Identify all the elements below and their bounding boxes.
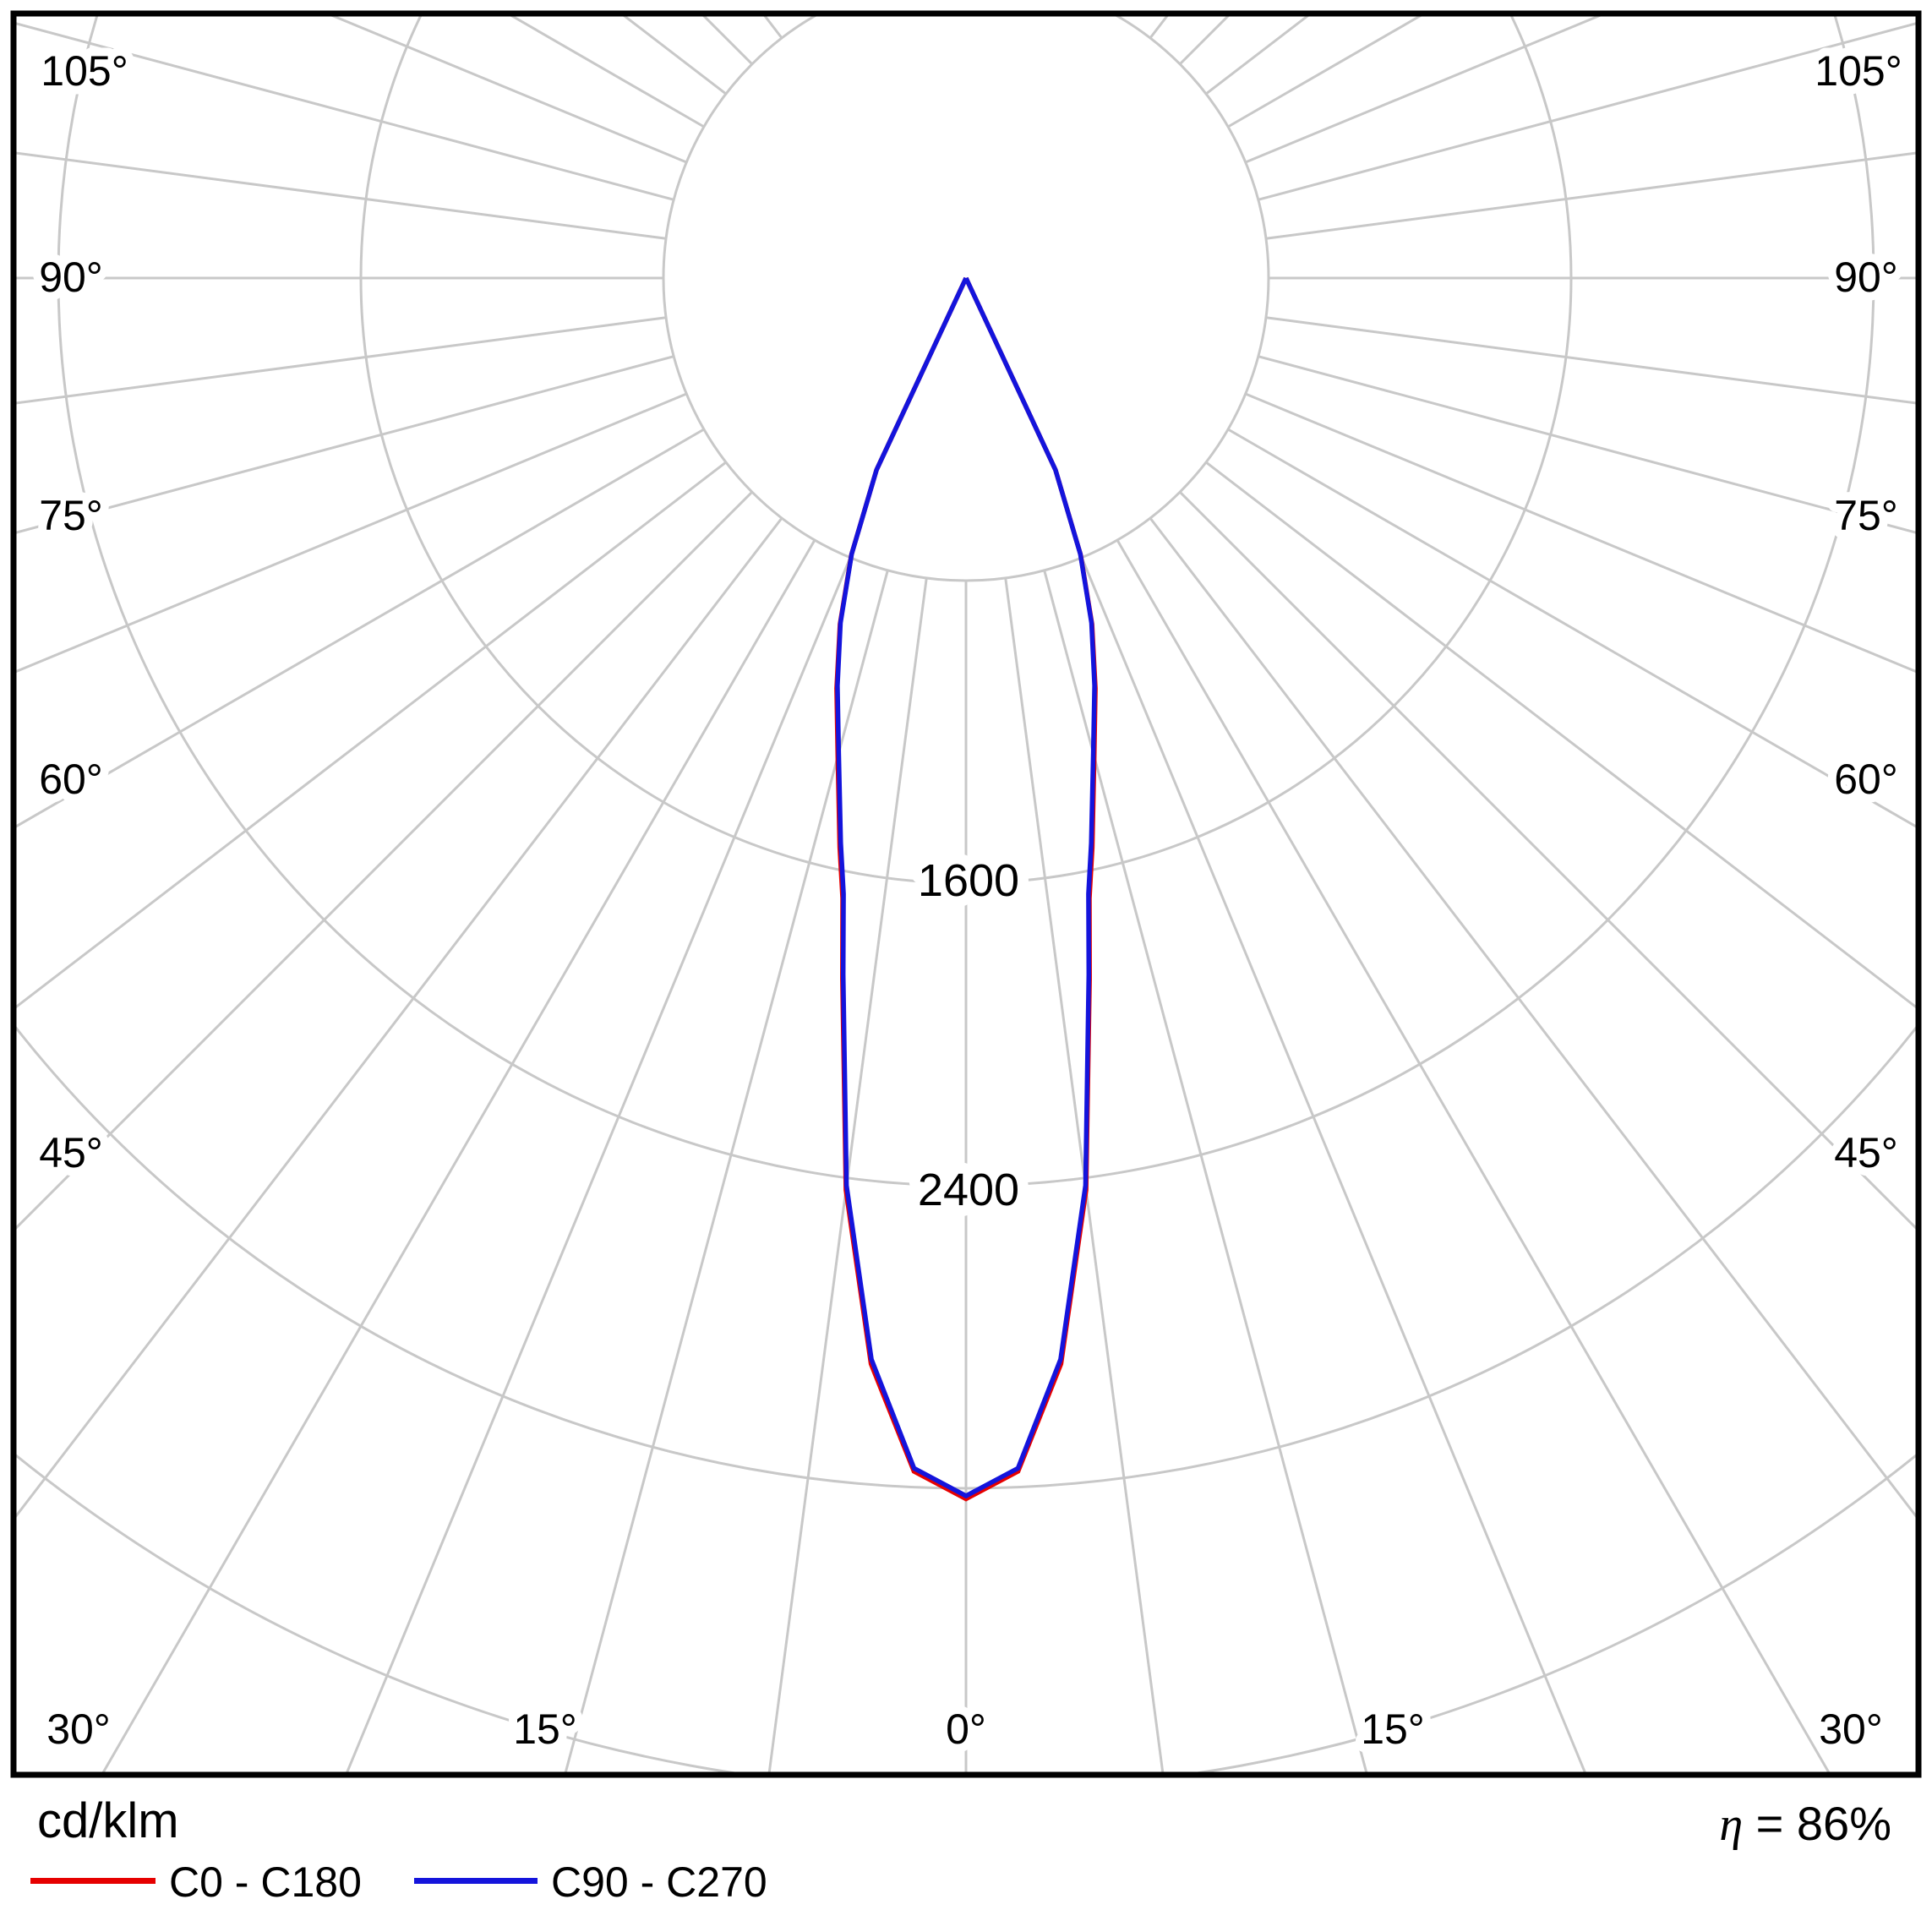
- angle-label-left-105: 105°: [41, 47, 128, 95]
- polar-grid-spoke: [16, 491, 753, 1230]
- polar-grid-spoke: [16, 151, 667, 240]
- angle-label-right-90: 90°: [1834, 254, 1898, 301]
- efficiency-label: η = 86%: [1719, 1797, 1891, 1851]
- angle-label-left-75: 75°: [39, 492, 103, 539]
- legend-label-c0-c180: C0 - C180: [169, 1858, 362, 1906]
- curve-c90-c270: [835, 276, 1097, 1499]
- angle-label-right-75: 75°: [1834, 492, 1898, 539]
- polar-grid-spoke: [1179, 491, 1916, 1230]
- angle-label-bottom-left-30: 30°: [46, 1706, 111, 1753]
- legend-label-c90-c270: C90 - C270: [551, 1858, 767, 1906]
- plot-border: [10, 10, 1922, 1778]
- eta-value: = 86%: [1743, 1797, 1891, 1850]
- angle-label-bottom-0: 0°: [946, 1706, 986, 1753]
- polar-grid-spoke: [16, 392, 687, 673]
- curves: [834, 276, 1098, 1502]
- legend-swatch-c90-c270: [414, 1878, 538, 1884]
- angle-label-left-45: 45°: [39, 1129, 103, 1176]
- polar-grid-spoke: [1149, 517, 1916, 1518]
- angle-label-left-60: 60°: [39, 756, 103, 803]
- angle-label-right-105: 105°: [1815, 47, 1902, 95]
- polar-grid-spoke: [1265, 151, 1916, 240]
- ring-value-label-2400: 2400: [918, 1165, 1019, 1215]
- polar-grid-spoke: [1080, 557, 1586, 1772]
- polar-grid-spoke: [330, 16, 687, 164]
- polar-grid-ring: [662, 16, 1270, 582]
- polar-grid-spoke: [564, 570, 889, 1772]
- polar-grid-spoke: [1245, 392, 1916, 673]
- polar-grid-spoke: [346, 557, 852, 1772]
- angle-label-left-90: 90°: [39, 254, 103, 301]
- polar-grid-spoke: [16, 22, 674, 201]
- polar-grid-spoke: [101, 539, 816, 1772]
- polar-grid-spoke: [767, 577, 928, 1772]
- polar-grid-spoke: [1258, 355, 1916, 534]
- polar-grid-spoke: [1043, 570, 1368, 1772]
- polar-grid-spoke: [16, 517, 783, 1518]
- polar-grid-spoke: [1258, 22, 1916, 201]
- angle-label-right-45: 45°: [1834, 1129, 1898, 1176]
- legend-swatch-c0-c180: [30, 1878, 156, 1884]
- angle-label-right-60: 60°: [1834, 756, 1898, 803]
- polar-grid-spoke: [1149, 16, 1169, 39]
- eta-symbol: η: [1719, 1798, 1744, 1851]
- ring-value-label-1600: 1600: [918, 855, 1019, 906]
- polar-grid-spoke: [16, 355, 674, 534]
- angle-label-bottom-right-30: 30°: [1819, 1706, 1883, 1753]
- polar-grid-spoke: [16, 461, 727, 1008]
- polar-grid-spoke: [763, 16, 783, 39]
- polar-grid-spoke: [1245, 16, 1602, 164]
- polar-grid-spoke: [1116, 539, 1831, 1772]
- polar-grid-spoke: [1004, 577, 1165, 1772]
- angle-label-bottom-right-15: 15°: [1361, 1706, 1425, 1753]
- unit-label: cd/klm: [37, 1793, 179, 1848]
- polar-grid-spoke: [1265, 316, 1916, 405]
- polar-grid-spoke: [1227, 428, 1916, 828]
- labels: 105° 90° 75° 60° 45° 105° 90° 75° 60° 45° 30° 15° 0°…: [30, 39, 1911, 1761]
- angle-label-bottom-left-15: 15°: [513, 1706, 577, 1753]
- polar-grid-spoke: [1205, 461, 1916, 1008]
- polar-grid-spoke: [16, 316, 667, 405]
- polar-grid-spoke: [16, 428, 705, 828]
